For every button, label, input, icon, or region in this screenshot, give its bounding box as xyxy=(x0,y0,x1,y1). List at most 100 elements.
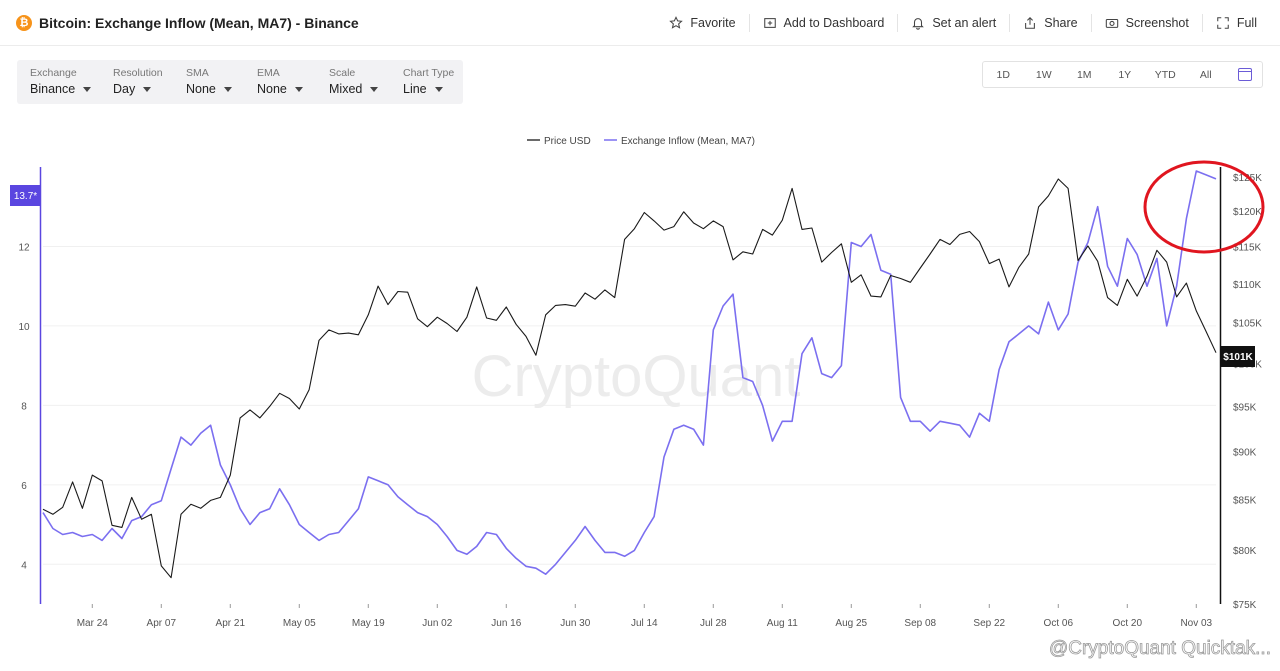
add-to-dashboard-label: Add to Dashboard xyxy=(783,16,885,30)
x-axis-ticks: Mar 24 Apr 07 Apr 21 May 05 May 19 Jun 02 Jun … xyxy=(77,604,1213,629)
page-title: Bitcoin: Exchange Inflow (Mean, MA7) - B… xyxy=(39,14,359,31)
fullscreen-icon xyxy=(1217,17,1229,29)
x-tick-label: May 05 xyxy=(283,618,316,629)
left-axis-ticks: 4 6 8 10 12 xyxy=(18,242,30,571)
range-1d-button[interactable]: 1D xyxy=(996,68,1010,81)
left-tick-label: 10 xyxy=(18,322,30,333)
scale-select[interactable]: Scale Mixed xyxy=(316,60,390,104)
chart-type-value: Line xyxy=(403,82,427,96)
range-all-button[interactable]: All xyxy=(1199,68,1212,81)
gridlines xyxy=(43,245,1216,565)
range-1w-button[interactable]: 1W xyxy=(1035,68,1052,81)
left-current-value-badge: 13.7* xyxy=(10,185,41,206)
exchange-label: Exchange xyxy=(30,67,77,79)
inflow-series-line xyxy=(42,170,1217,575)
sma-label: SMA xyxy=(186,67,209,79)
header-actions: Favorite Add to Dashboard Set an alert S… xyxy=(656,0,1270,46)
fullscreen-button[interactable]: Full xyxy=(1201,14,1270,32)
x-tick-label: Aug 25 xyxy=(835,618,867,629)
add-dashboard-icon xyxy=(763,18,776,28)
x-tick-label: Jun 02 xyxy=(422,618,452,629)
title-wrap: ₿ Bitcoin: Exchange Inflow (Mean, MA7) -… xyxy=(16,14,359,31)
chart-type-label: Chart Type xyxy=(403,67,455,79)
price-series-line xyxy=(42,178,1217,579)
chevron-down-icon xyxy=(223,86,232,92)
calendar-icon[interactable] xyxy=(1238,68,1252,81)
x-tick-label: Jul 28 xyxy=(700,618,727,629)
screenshot-label: Screenshot xyxy=(1125,16,1189,30)
x-tick-label: May 19 xyxy=(352,618,385,629)
resolution-select[interactable]: Resolution Day xyxy=(100,60,173,104)
left-tick-label: 4 xyxy=(21,560,27,571)
chart-controls: Exchange Binance Resolution Day SMA None… xyxy=(17,60,463,104)
chevron-down-icon xyxy=(294,86,303,92)
x-tick-label: Mar 24 xyxy=(77,618,109,629)
right-tick-label: $115K xyxy=(1233,243,1262,254)
right-tick-label: $120K xyxy=(1233,207,1262,218)
right-current-value-badge: $101K xyxy=(1221,346,1255,367)
resolution-label: Resolution xyxy=(113,67,163,79)
range-ytd-button[interactable]: YTD xyxy=(1154,68,1176,81)
scale-label: Scale xyxy=(329,67,356,79)
time-range-selector: 1D 1W 1M 1Y YTD All xyxy=(982,61,1263,88)
sma-value: None xyxy=(186,82,216,96)
footer-watermark: @CryptoQuant Quicktak... xyxy=(1049,638,1271,659)
fullscreen-label: Full xyxy=(1236,16,1257,30)
left-tick-label: 12 xyxy=(18,242,30,253)
exchange-value: Binance xyxy=(30,82,76,96)
right-tick-label: $75K xyxy=(1233,600,1257,611)
left-tick-label: 6 xyxy=(21,481,27,492)
share-button[interactable]: Share xyxy=(1009,14,1090,32)
x-tick-label: Jun 16 xyxy=(491,618,521,629)
add-to-dashboard-button[interactable]: Add to Dashboard xyxy=(748,14,898,32)
range-1y-button[interactable]: 1Y xyxy=(1118,68,1132,81)
resolution-value: Day xyxy=(113,82,136,96)
favorite-label: Favorite xyxy=(690,16,736,30)
x-tick-label: Apr 07 xyxy=(147,618,177,629)
range-1m-button[interactable]: 1M xyxy=(1076,68,1092,81)
annotation-circle xyxy=(1143,160,1265,254)
exchange-select[interactable]: Exchange Binance xyxy=(17,60,100,104)
left-tick-label: 8 xyxy=(21,401,27,412)
ema-value: None xyxy=(257,82,287,96)
legend-inflow-label[interactable]: Exchange Inflow (Mean, MA7) xyxy=(621,136,755,147)
chart-legend: Price USD Exchange Inflow (Mean, MA7) xyxy=(527,136,755,147)
bitcoin-icon: ₿ xyxy=(16,14,32,31)
x-tick-label: Nov 03 xyxy=(1180,618,1212,629)
chart-watermark: CryptoQuant xyxy=(472,344,801,409)
favorite-button[interactable]: Favorite xyxy=(656,14,748,32)
x-tick-label: Oct 06 xyxy=(1044,618,1074,629)
share-icon xyxy=(1025,17,1036,29)
right-tick-label: $105K xyxy=(1233,319,1262,330)
legend-price-label[interactable]: Price USD xyxy=(544,136,591,147)
x-tick-label: Sep 22 xyxy=(973,618,1005,629)
chevron-down-icon xyxy=(83,86,92,92)
scale-value: Mixed xyxy=(329,82,363,96)
right-tick-label: $90K xyxy=(1233,448,1257,459)
chart-type-select[interactable]: Chart Type Line xyxy=(390,60,462,104)
x-tick-label: Jul 14 xyxy=(631,618,658,629)
right-tick-label: $85K xyxy=(1233,495,1257,506)
set-alert-button[interactable]: Set an alert xyxy=(897,14,1009,32)
bell-icon xyxy=(912,18,925,30)
sma-select[interactable]: SMA None xyxy=(173,60,244,104)
x-tick-label: Oct 20 xyxy=(1113,618,1143,629)
screenshot-button[interactable]: Screenshot xyxy=(1090,14,1202,32)
camera-icon xyxy=(1105,18,1118,28)
x-tick-label: Aug 11 xyxy=(767,618,798,629)
chevron-down-icon xyxy=(370,86,379,92)
right-badge-text: $101K xyxy=(1223,352,1253,363)
share-label: Share xyxy=(1044,16,1078,30)
x-tick-label: Sep 08 xyxy=(904,618,936,629)
left-badge-bg xyxy=(10,185,41,206)
right-badge-bg xyxy=(1221,346,1255,367)
x-tick-label: Jun 30 xyxy=(560,618,590,629)
right-tick-label: $95K xyxy=(1233,402,1257,413)
x-tick-label: Apr 21 xyxy=(216,618,246,629)
right-tick-label: $80K xyxy=(1233,546,1257,557)
ema-select[interactable]: EMA None xyxy=(244,60,316,104)
chevron-down-icon xyxy=(434,86,443,92)
star-icon xyxy=(669,16,684,29)
ema-label: EMA xyxy=(257,67,280,79)
